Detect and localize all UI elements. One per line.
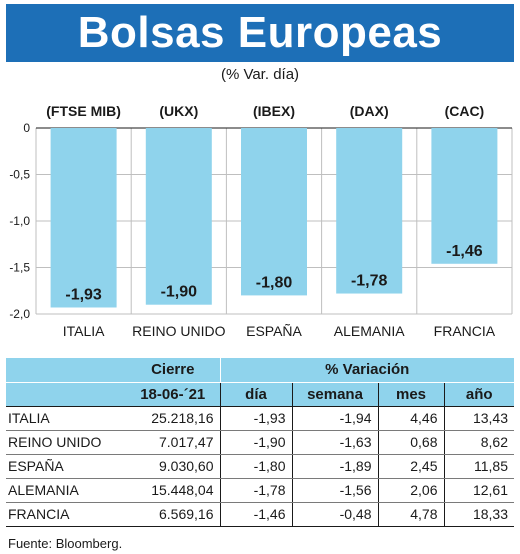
table-row: ALEMANIA 15.448,04 -1,78 -1,56 2,06 12,6…: [6, 478, 514, 503]
header-empty-2: [6, 382, 126, 407]
header-year: año: [443, 382, 514, 407]
table-row: ESPAÑA 9.030,60 -1,80 -1,89 2,45 11,85: [6, 454, 514, 479]
bar: [50, 128, 117, 308]
category-label: ESPAÑA: [246, 323, 302, 339]
y-tick-label: -1,0: [9, 214, 30, 228]
title-banner: Bolsas Europeas: [6, 4, 514, 62]
bar-value-label: -1,93: [65, 286, 102, 303]
index-label: (IBEX): [253, 103, 295, 119]
row-day: -1,46: [219, 502, 292, 527]
bar-chart: 0-0,5-1,0-1,5-2,0 -1,93(FTSE MIB)ITALIA-…: [9, 103, 513, 339]
row-day: -1,80: [219, 454, 292, 479]
bar-value-label: -1,80: [256, 274, 293, 291]
header-day: día: [219, 382, 292, 407]
y-axis: 0 -0,5 -1,0 -1,5 -2,0: [9, 121, 30, 321]
bar-value-label: -1,90: [161, 284, 198, 301]
header-empty: [6, 358, 126, 383]
y-tick-label: -1,5: [9, 261, 30, 275]
row-year: 12,61: [443, 478, 514, 503]
table-row: REINO UNIDO 7.017,47 -1,90 -1,63 0,68 8,…: [6, 430, 514, 455]
row-name: REINO UNIDO: [6, 430, 126, 455]
category-label: ALEMANIA: [334, 323, 405, 339]
bars-layer: -1,93 (FTSE MIB) ITALIA -1,90 (UKX) REINO UNI…: [46, 103, 498, 339]
table-group-header: Cierre % Variación: [6, 358, 514, 383]
index-label: (DAX): [350, 103, 389, 119]
row-month: 4,78: [377, 502, 444, 527]
category-label: REINO UNIDO: [132, 323, 225, 339]
row-close: 6.569,16: [126, 502, 220, 527]
quotes-table: Cierre % Variación 18-06-´21 día semana …: [6, 358, 514, 527]
row-day: -1,90: [219, 430, 292, 455]
quotes-table-wrap: Cierre % Variación 18-06-´21 día semana …: [6, 358, 514, 527]
row-month: 4,46: [377, 406, 444, 431]
row-week: -0,48: [291, 502, 378, 527]
row-name: ALEMANIA: [6, 478, 126, 503]
chart-title: Bolsas Europeas: [77, 8, 443, 57]
row-day: -1,93: [219, 406, 292, 431]
bar-value-label: -1,78: [351, 273, 388, 290]
source-note: Fuente: Bloomberg.: [8, 536, 123, 551]
chart-subtitle: (% Var. día): [220, 66, 300, 83]
row-name: ESPAÑA: [6, 454, 126, 479]
row-name: ITALIA: [6, 406, 126, 431]
bar: [241, 128, 307, 296]
table-row: FRANCIA 6.569,16 -1,46 -0,48 4,78 18,33: [6, 502, 514, 527]
row-close: 9.030,60: [126, 454, 220, 479]
row-year: 18,33: [443, 502, 514, 527]
header-close: Cierre: [126, 358, 220, 383]
header-variation: % Variación: [219, 358, 514, 383]
bar-value-label: -1,46: [446, 243, 483, 260]
row-year: 8,62: [443, 430, 514, 455]
index-label: (FTSE MIB): [46, 103, 121, 119]
category-label: FRANCIA: [434, 323, 496, 339]
header-month: mes: [377, 382, 444, 407]
table-column-header: 18-06-´21 día semana mes año: [6, 382, 514, 407]
category-label: ITALIA: [63, 323, 105, 339]
y-tick-label: -0,5: [9, 168, 30, 182]
header-week: semana: [291, 382, 378, 407]
row-year: 11,85: [443, 454, 514, 479]
row-week: -1,56: [291, 478, 378, 503]
index-label: (UKX): [159, 103, 198, 119]
row-close: 7.017,47: [126, 430, 220, 455]
header-date: 18-06-´21: [126, 382, 220, 407]
row-close: 15.448,04: [126, 478, 220, 503]
row-month: 2,06: [377, 478, 444, 503]
row-month: 2,45: [377, 454, 444, 479]
bar: [431, 128, 498, 264]
row-month: 0,68: [377, 430, 444, 455]
y-tick-label: 0: [23, 121, 30, 135]
index-label: (CAC): [445, 103, 485, 119]
row-name: FRANCIA: [6, 502, 126, 527]
row-year: 13,43: [443, 406, 514, 431]
row-week: -1,89: [291, 454, 378, 479]
bar: [145, 128, 212, 305]
row-week: -1,94: [291, 406, 378, 431]
table-row: ITALIA 25.218,16 -1,93 -1,94 4,46 13,43: [6, 406, 514, 431]
bar: [336, 128, 403, 294]
row-week: -1,63: [291, 430, 378, 455]
row-close: 25.218,16: [126, 406, 220, 431]
row-day: -1,78: [219, 478, 292, 503]
y-tick-label: -2,0: [9, 307, 30, 321]
